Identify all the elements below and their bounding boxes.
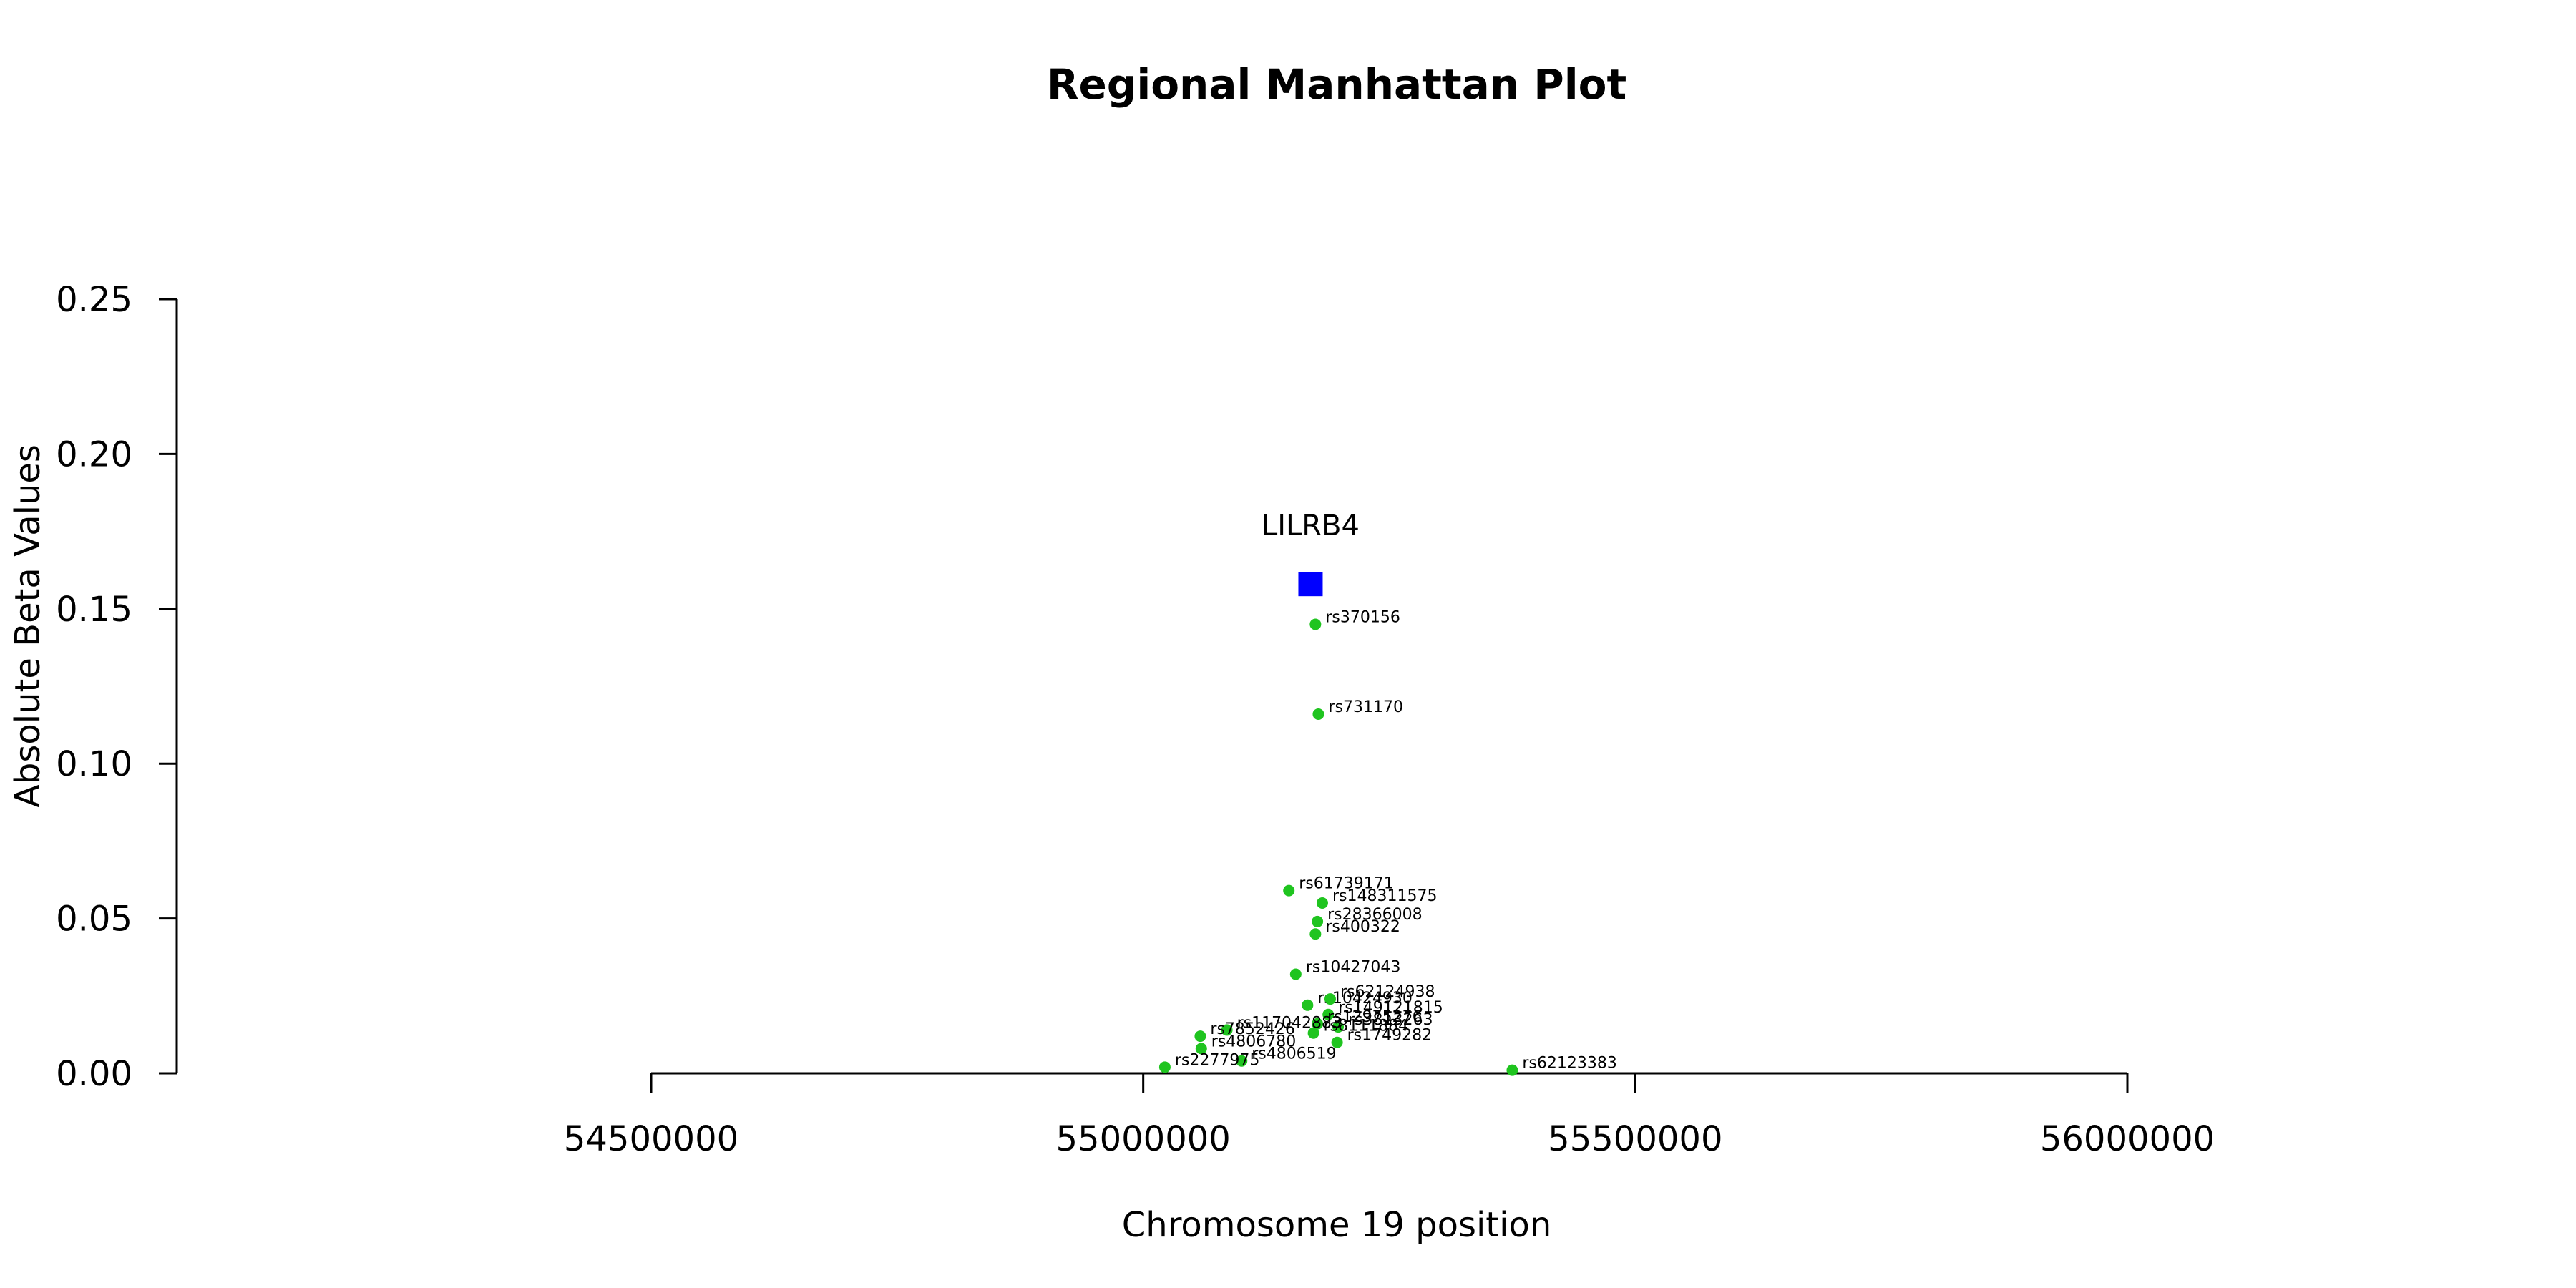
snp-label: rs8111884 <box>1324 1018 1409 1035</box>
snp-point <box>1307 1027 1319 1039</box>
snp-label: rs2277975 <box>1175 1051 1260 1069</box>
x-tick-label: 54500000 <box>564 1119 738 1159</box>
snp-point <box>1194 1030 1206 1043</box>
y-tick-label: 0.15 <box>56 590 132 630</box>
y-tick-label: 0.20 <box>56 434 132 474</box>
snp-point <box>1316 897 1328 909</box>
y-axis: 0.00 0.05 0.10 0.15 0.20 0.25 <box>56 280 178 1094</box>
snp-point <box>1302 999 1314 1011</box>
y-tick-label: 0.10 <box>56 744 132 784</box>
x-axis: 54500000 55000000 55500000 56000000 <box>564 1072 2215 1159</box>
snp-label: rs62123383 <box>1522 1055 1616 1073</box>
x-tick-label: 55000000 <box>1056 1119 1231 1159</box>
y-tick-label: 0.00 <box>56 1054 132 1094</box>
snp-point <box>1331 1036 1343 1048</box>
snp-point <box>1332 1021 1344 1033</box>
snp-label: rs731170 <box>1328 698 1403 716</box>
y-tick-label: 0.25 <box>56 280 132 320</box>
snp-point <box>1158 1061 1171 1073</box>
snp-label: rs28366008 <box>1327 906 1422 924</box>
snp-label: rs117042883 <box>1237 1014 1342 1032</box>
snp-point <box>1221 1024 1233 1036</box>
snp-label: rs148311575 <box>1332 887 1437 905</box>
snp-point <box>1322 1008 1335 1020</box>
snp-point <box>1195 1043 1207 1055</box>
snp-point <box>1289 968 1302 980</box>
snp-point <box>1309 618 1322 630</box>
snp-label: rs400322 <box>1325 918 1400 936</box>
snp-label: rs4806519 <box>1252 1045 1337 1063</box>
snp-point <box>1283 884 1295 897</box>
y-tick-label: 0.05 <box>56 899 132 940</box>
gene-label: LILRB4 <box>1262 509 1360 542</box>
snp-label: rs149121815 <box>1338 999 1443 1017</box>
snp-point <box>1236 1055 1248 1067</box>
snp-point <box>1309 928 1322 940</box>
snp-points: rs370156rs731170rs61739171rs148311575rs2… <box>1158 608 1617 1076</box>
snp-point <box>1324 993 1336 1005</box>
snp-point <box>1312 915 1324 927</box>
snp-label: rs1749282 <box>1347 1027 1433 1045</box>
snp-point <box>1312 1018 1324 1030</box>
gene-marker <box>1298 572 1323 597</box>
snp-label: rs4806780 <box>1211 1033 1297 1050</box>
x-tick-label: 56000000 <box>2040 1119 2215 1159</box>
gene-marker-group: LILRB4 <box>1262 509 1360 597</box>
snp-label: rs10427043 <box>1306 959 1400 977</box>
snp-point <box>1506 1064 1518 1076</box>
x-tick-label: 55500000 <box>1548 1119 1722 1159</box>
chart-title: Regional Manhattan Plot <box>1047 60 1626 109</box>
snp-label: rs61739171 <box>1299 875 1393 893</box>
snp-point <box>1312 708 1324 720</box>
snp-label: rs7852426 <box>1210 1020 1295 1038</box>
snp-label: rs3813263 <box>1348 1011 1433 1029</box>
snp-label: rs370156 <box>1325 608 1400 626</box>
x-axis-label: Chromosome 19 position <box>1122 1205 1552 1245</box>
y-axis-label: Absolute Beta Values <box>8 444 48 808</box>
snp-label: rs12975276 <box>1327 1008 1422 1026</box>
snp-label: rs62124938 <box>1340 983 1435 1001</box>
